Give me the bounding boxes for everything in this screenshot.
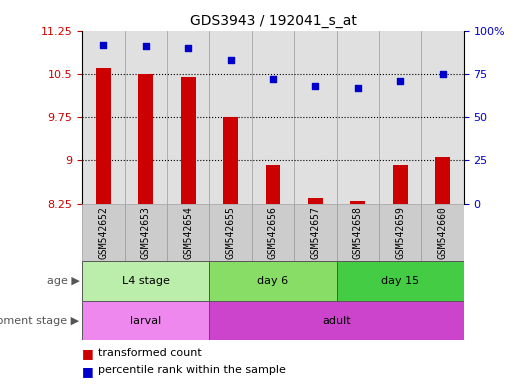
Text: GSM542658: GSM542658 — [353, 207, 363, 259]
Bar — [82, 261, 209, 301]
Bar — [337, 204, 379, 261]
Bar — [379, 31, 421, 204]
Point — [226, 57, 235, 63]
Text: L4 stage: L4 stage — [122, 276, 170, 286]
Bar — [96, 68, 111, 204]
Bar — [82, 301, 209, 340]
Bar — [223, 117, 238, 204]
Bar — [350, 201, 365, 204]
Bar — [209, 301, 464, 340]
Text: transformed count: transformed count — [98, 348, 202, 358]
Point — [354, 85, 362, 91]
Bar — [82, 204, 125, 261]
Text: GSM542654: GSM542654 — [183, 207, 193, 259]
Bar — [181, 77, 196, 204]
Text: GSM542653: GSM542653 — [141, 207, 151, 259]
Text: GSM542657: GSM542657 — [311, 207, 320, 259]
Title: GDS3943 / 192041_s_at: GDS3943 / 192041_s_at — [190, 14, 356, 28]
Bar — [82, 31, 125, 204]
Text: GSM542656: GSM542656 — [268, 207, 278, 259]
Text: day 15: day 15 — [381, 276, 419, 286]
Text: percentile rank within the sample: percentile rank within the sample — [98, 365, 286, 375]
Text: ■: ■ — [82, 348, 94, 361]
Bar — [209, 261, 337, 301]
Point — [438, 71, 447, 77]
Text: development stage ▶: development stage ▶ — [0, 316, 80, 326]
Bar — [435, 157, 450, 204]
Point — [99, 41, 108, 48]
Text: age ▶: age ▶ — [47, 276, 80, 286]
Text: larval: larval — [130, 316, 161, 326]
Bar — [252, 204, 294, 261]
Bar — [308, 198, 323, 204]
Text: GSM542655: GSM542655 — [226, 207, 235, 259]
Text: GSM542660: GSM542660 — [438, 207, 447, 259]
Point — [184, 45, 192, 51]
Point — [142, 43, 150, 50]
Bar — [125, 204, 167, 261]
Bar — [209, 204, 252, 261]
Bar — [125, 31, 167, 204]
Bar — [167, 204, 209, 261]
Point — [269, 76, 277, 82]
Text: GSM542659: GSM542659 — [395, 207, 405, 259]
Text: day 6: day 6 — [258, 276, 288, 286]
Bar — [421, 31, 464, 204]
Bar — [294, 204, 337, 261]
Text: ■: ■ — [82, 365, 94, 378]
Bar — [266, 165, 280, 204]
Text: GSM542652: GSM542652 — [99, 207, 108, 259]
Bar — [138, 74, 153, 204]
Bar — [379, 204, 421, 261]
Bar — [337, 31, 379, 204]
Bar — [167, 31, 209, 204]
Point — [396, 78, 404, 84]
Bar — [337, 261, 464, 301]
Bar — [252, 31, 294, 204]
Point — [311, 83, 320, 89]
Bar — [294, 31, 337, 204]
Bar — [393, 165, 408, 204]
Bar — [209, 31, 252, 204]
Bar — [421, 204, 464, 261]
Text: adult: adult — [322, 316, 351, 326]
